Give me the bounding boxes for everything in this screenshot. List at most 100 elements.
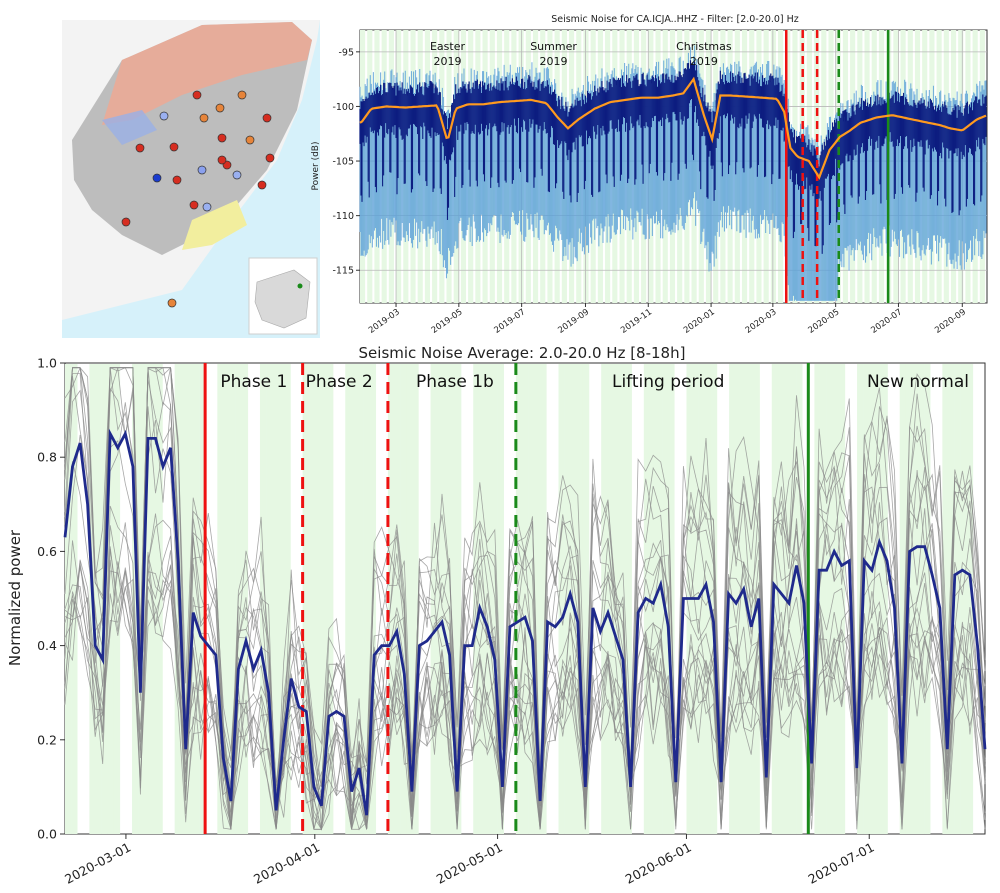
bottom-ytick-label: 0.8 xyxy=(37,450,57,465)
top-annotation-year: 2019 xyxy=(690,55,718,68)
map-station-marker xyxy=(197,165,207,175)
bottom-weekday-shade xyxy=(192,364,200,834)
top-xtick-label: 2019-09 xyxy=(556,307,591,336)
bottom-weekday-shade xyxy=(345,364,352,834)
map-station-marker xyxy=(167,298,177,308)
map-station-marker xyxy=(257,180,267,190)
bottom-weekday-shade xyxy=(308,364,316,834)
bottom-weekday-shade xyxy=(942,364,949,834)
bottom-station-line xyxy=(64,505,986,830)
bottom-weekday-shade xyxy=(241,364,249,834)
top-ytick-label: -100 xyxy=(332,102,354,113)
bottom-ytick-label: 1.0 xyxy=(37,356,57,371)
map-inset-iberia xyxy=(254,269,311,329)
top-xtick-label: 2020-07 xyxy=(869,307,904,336)
top-ytick-label: -105 xyxy=(332,157,354,168)
bottom-weekday-shade xyxy=(826,364,833,834)
bottom-chart-title: Seismic Noise Average: 2.0-20.0 Hz [8-18… xyxy=(359,344,686,362)
bottom-ytick-label: 0.4 xyxy=(37,638,57,653)
top-ytick-label: -95 xyxy=(338,47,354,58)
map-yellow-zone xyxy=(182,200,247,250)
bottom-weekday-shade xyxy=(363,364,370,834)
top-xtick-label: 2020-03 xyxy=(744,307,779,336)
top-xtick-label: 2020-09 xyxy=(933,307,968,336)
bottom-weekday-shade xyxy=(558,364,565,834)
map-station-marker xyxy=(189,200,199,210)
bottom-weekday-shade xyxy=(406,364,413,834)
bottom-weekday-shade xyxy=(747,364,754,834)
bottom-weekday-shade xyxy=(180,364,188,834)
bottom-weekday-shade xyxy=(869,364,876,834)
top-xtick-label: 2020-05 xyxy=(807,307,842,336)
bottom-weekday-shade xyxy=(497,364,504,834)
bottom-weekday-shade xyxy=(540,364,547,834)
bottom-weekday-shade xyxy=(820,364,827,834)
top-average-line xyxy=(359,76,987,180)
map-blue-zone xyxy=(102,110,157,145)
bottom-xtick-label: 2020-07-01 xyxy=(805,839,876,886)
top-chart-title: Seismic Noise for CA.ICJA..HHZ - Filter:… xyxy=(551,14,799,25)
bottom-weekday-shade xyxy=(838,364,846,834)
bottom-ytick-label: 0.2 xyxy=(37,732,57,747)
map-station-marker xyxy=(199,113,209,123)
bottom-weekday-shade xyxy=(911,364,919,834)
bottom-weekday-shade xyxy=(960,364,968,834)
bottom-weekday-shade xyxy=(217,364,224,834)
bottom-weekday-shade xyxy=(430,364,437,834)
bottom-weekday-shade xyxy=(302,364,310,834)
bottom-weekday-shade xyxy=(528,364,535,834)
bottom-weekday-shade xyxy=(320,364,328,834)
bottom-weekday-shade xyxy=(223,364,230,834)
normalized-power-chart: Seismic Noise Average: 2.0-20.0 Hz [8-18… xyxy=(6,344,987,887)
bottom-weekday-shade xyxy=(771,364,779,834)
seismic-noise-timeseries-chart: Seismic Noise for CA.ICJA..HHZ - Filter:… xyxy=(311,14,988,336)
top-xtick-label: 2019-03 xyxy=(367,307,402,336)
top-chart-ylabel: Power (dB) xyxy=(311,142,321,191)
map-station-marker xyxy=(169,142,179,152)
station-map xyxy=(62,20,320,338)
bottom-weekday-shade xyxy=(881,364,888,834)
bottom-phase-label: Lifting period xyxy=(612,372,724,392)
map-station-marker xyxy=(217,155,227,165)
bottom-weekday-shade xyxy=(272,364,279,834)
map-inset-location-marker xyxy=(297,283,303,289)
map-station-marker xyxy=(135,143,145,153)
bottom-phase-label: Phase 1b xyxy=(416,372,494,392)
bottom-phase-label: Phase 2 xyxy=(306,372,373,392)
map-station-marker xyxy=(217,133,227,143)
bottom-weekday-shade xyxy=(235,364,242,834)
top-xtick-label: 2019-11 xyxy=(619,307,654,336)
bottom-weekday-shade xyxy=(351,364,358,834)
map-station-marker xyxy=(152,173,162,183)
bottom-xtick-label: 2020-04-01 xyxy=(251,839,322,886)
bottom-phase-label: Phase 1 xyxy=(220,372,287,392)
bottom-station-line xyxy=(64,550,986,830)
bottom-xtick-label: 2020-06-01 xyxy=(623,839,694,886)
top-xtick-label: 2019-05 xyxy=(430,307,465,336)
bottom-weekday-shade xyxy=(314,364,322,834)
map-station-marker xyxy=(202,202,212,212)
bottom-weekday-shade xyxy=(625,364,632,834)
bottom-weekday-shade xyxy=(576,364,584,834)
bottom-chart-ylabel: Normalized power xyxy=(6,529,24,666)
bottom-weekday-shade xyxy=(832,364,840,834)
bottom-weekday-shade xyxy=(266,364,273,834)
map-station-marker xyxy=(265,153,275,163)
bottom-weekday-shade xyxy=(954,364,961,834)
map-station-marker xyxy=(262,113,272,123)
bottom-weekday-shade xyxy=(259,364,267,834)
map-station-marker xyxy=(232,170,242,180)
bottom-weekday-shade xyxy=(649,364,657,834)
top-annotation-label: Christmas xyxy=(676,40,732,53)
map-station-marker xyxy=(159,111,169,121)
bottom-weekday-shade xyxy=(917,364,925,834)
bottom-weekday-shade xyxy=(479,364,486,834)
bottom-weekday-shade xyxy=(400,364,407,834)
bottom-xtick-label: 2020-05-01 xyxy=(434,839,505,886)
bottom-ytick-label: 0.6 xyxy=(37,544,57,559)
bottom-ytick-label: 0.0 xyxy=(37,827,57,842)
bottom-weekday-shade xyxy=(357,364,364,834)
map-station-marker xyxy=(192,90,202,100)
top-xtick-label: 2019-07 xyxy=(493,307,528,336)
bottom-weekday-shade xyxy=(796,364,803,834)
